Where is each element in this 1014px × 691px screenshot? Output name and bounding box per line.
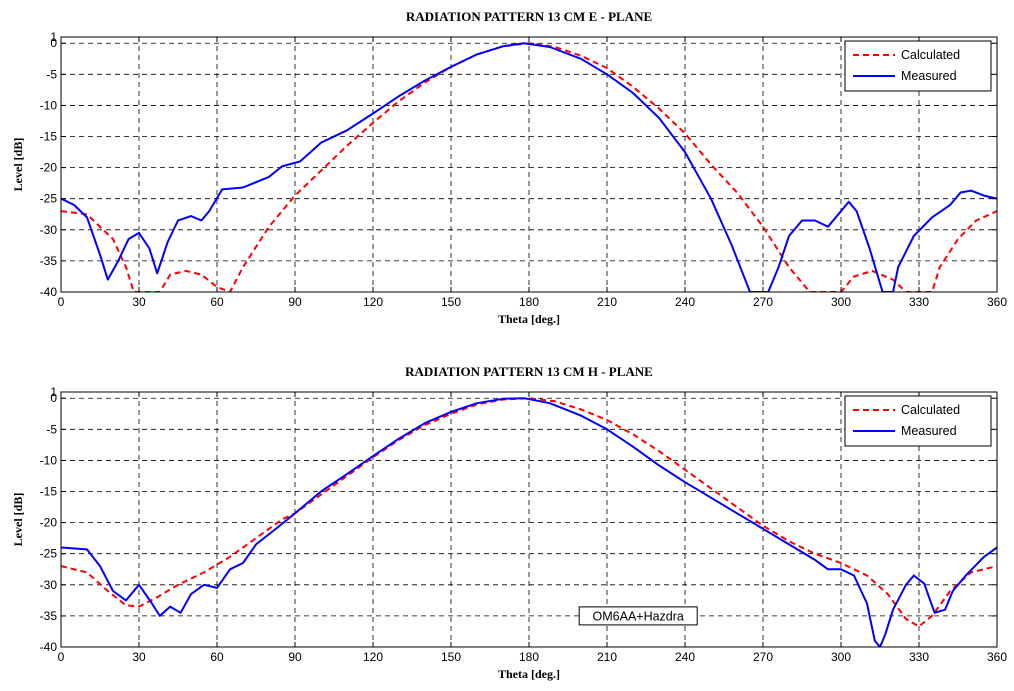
y-tick-label: -35 xyxy=(40,609,58,623)
y-tick-label: -10 xyxy=(40,98,58,112)
annotation-box xyxy=(578,606,698,626)
y-tick-label: -35 xyxy=(40,254,58,268)
series-line-measured xyxy=(61,42,997,292)
y-axis-label: Level [dB] xyxy=(11,138,25,192)
x-tick-label: 180 xyxy=(519,650,539,664)
x-axis-label: Theta [deg.] xyxy=(498,312,560,326)
y-tick-label: -20 xyxy=(40,161,58,175)
y-tick-label: -30 xyxy=(40,578,58,592)
x-tick-label: 90 xyxy=(288,650,302,664)
chart-title: RADIATION PATTERN 13 CM H - PLANE xyxy=(405,364,653,379)
x-tick-label: 0 xyxy=(58,295,65,309)
chart-title: RADIATION PATTERN 13 CM E - PLANE xyxy=(406,9,652,24)
y-tick-label: 0 xyxy=(50,36,57,50)
x-tick-label: 30 xyxy=(132,650,146,664)
x-tick-label: 330 xyxy=(909,650,929,664)
x-tick-label: 270 xyxy=(753,295,773,309)
x-tick-label: 120 xyxy=(363,295,383,309)
x-tick-label: 0 xyxy=(58,650,65,664)
x-tick-label: 150 xyxy=(441,295,461,309)
x-tick-label: 240 xyxy=(675,295,695,309)
legend-label-measured: Measured xyxy=(901,69,957,83)
y-tick-label: -5 xyxy=(46,422,57,436)
legend-label-calculated: Calculated xyxy=(901,48,960,62)
x-tick-label: 180 xyxy=(519,295,539,309)
y-tick-label: -25 xyxy=(40,192,58,206)
x-tick-label: 270 xyxy=(753,650,773,664)
y-tick-label: 1 xyxy=(50,30,57,44)
x-tick-label: 210 xyxy=(597,295,617,309)
x-axis-label: Theta [deg.] xyxy=(498,667,560,681)
y-tick-label: -25 xyxy=(40,547,58,561)
chart-h-plane: 0 30 60 90 120 150 180 210 240 270 300 330 36010-5-1… xyxy=(11,364,1007,681)
x-tick-label: 360 xyxy=(987,295,1007,309)
series-line-calculated xyxy=(61,397,997,628)
x-tick-label: 90 xyxy=(288,295,302,309)
series-line-measured xyxy=(61,397,997,647)
annotation-text: OM6AA+Hazdra xyxy=(593,609,684,623)
y-tick-label: 1 xyxy=(50,385,57,399)
legend-label-calculated: Calculated xyxy=(901,403,960,417)
x-tick-label: 120 xyxy=(363,650,383,664)
y-tick-label: 0 xyxy=(50,391,57,405)
annotation: OM6AA+Hazdra xyxy=(578,606,698,626)
legend: Calculated Measured xyxy=(844,395,992,447)
legend-box xyxy=(844,40,992,92)
x-tick-label: 60 xyxy=(210,650,224,664)
x-tick-label: 300 xyxy=(831,295,851,309)
legend-box xyxy=(844,395,992,447)
x-tick-label: 330 xyxy=(909,295,929,309)
y-tick-label: -40 xyxy=(40,285,58,299)
x-tick-label: 30 xyxy=(132,295,146,309)
x-tick-label: 240 xyxy=(675,650,695,664)
x-tick-label: 300 xyxy=(831,650,851,664)
x-tick-label: 150 xyxy=(441,650,461,664)
x-tick-label: 360 xyxy=(987,650,1007,664)
legend-label-measured: Measured xyxy=(901,424,957,438)
y-tick-label: -20 xyxy=(40,516,58,530)
x-tick-label: 60 xyxy=(210,295,224,309)
chart-e-plane: 0 30 60 90 120 150 180 210 240 270 300 330 36010-5-1… xyxy=(11,9,1007,326)
legend: Calculated Measured xyxy=(844,40,992,92)
y-tick-label: -15 xyxy=(40,130,58,144)
y-tick-label: -5 xyxy=(46,67,57,81)
x-tick-label: 210 xyxy=(597,650,617,664)
y-tick-label: -10 xyxy=(40,453,58,467)
y-tick-label: -30 xyxy=(40,223,58,237)
y-tick-label: -40 xyxy=(40,640,58,654)
y-tick-label: -15 xyxy=(40,485,58,499)
y-axis-label: Level [dB] xyxy=(11,493,25,547)
